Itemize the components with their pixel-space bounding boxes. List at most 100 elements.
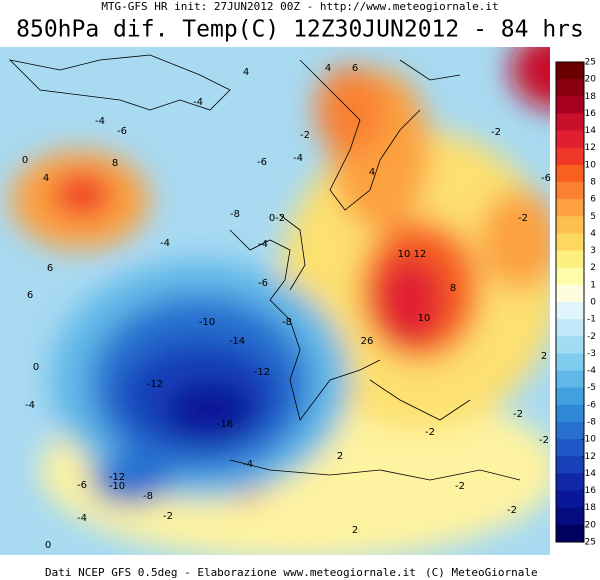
contour-label: -4 (25, 400, 35, 411)
contour-label: 8 (450, 283, 456, 294)
contour-label: -2 (539, 435, 549, 446)
colorbar-segment (556, 216, 584, 234)
colorbar-segment (556, 113, 584, 132)
colorbar-label: 14 (585, 126, 597, 136)
footer-copyright: (C) MeteoGiornale (425, 566, 538, 579)
colorbar-label: 4 (590, 229, 596, 239)
contour-label: -4 (258, 239, 268, 250)
colorbar-segment (556, 147, 584, 166)
colorbar-label: -20 (581, 520, 596, 530)
colorbar-label: -10 (581, 435, 596, 445)
contour-label: -8 (282, 317, 292, 328)
colorbar-label: -25 (581, 538, 596, 548)
colorbar-label: 3 (590, 246, 596, 256)
colorbar-label: 5 (590, 212, 596, 222)
colorbar-segment (556, 404, 584, 423)
contour-label: 10 (398, 249, 411, 260)
colorbar-segment (556, 164, 584, 183)
colorbar-label: -14 (581, 469, 596, 479)
contour-label: 6 (352, 63, 358, 74)
contour-label: -4 (95, 116, 105, 127)
colorbar-segment (556, 284, 584, 303)
contour-label: 2 (337, 451, 343, 462)
colorbar-label: 12 (585, 143, 596, 153)
colorbar-label: -6 (587, 400, 596, 410)
colorbar-segment (556, 267, 584, 286)
contour-label: -16 (217, 419, 233, 430)
contour-label: -6 (258, 278, 268, 289)
colorbar-segment (556, 199, 584, 217)
contour-label: 0 (22, 155, 28, 166)
colorbar-label: 6 (590, 195, 596, 205)
colorbar-label: 2 (590, 263, 596, 273)
contour-label: 0 (45, 540, 51, 551)
contour-label: -2 (300, 130, 310, 141)
contour-label: -6 (117, 126, 127, 137)
contour-label: -4 (193, 97, 203, 108)
contour-label: 4 (325, 63, 331, 74)
colorbar-segment (556, 62, 584, 80)
colorbar-label: 8 (590, 178, 596, 188)
contour-label: -2 (491, 127, 501, 138)
contour-label: -10 (109, 481, 125, 492)
contour-label: 4 (243, 67, 249, 78)
colorbar-label: -1 (587, 315, 596, 325)
map (0, 47, 550, 555)
contour-label: -4 (243, 459, 253, 470)
colorbar-label: 1 (590, 280, 596, 290)
colorbar-label: -5 (587, 383, 596, 393)
colorbar-segment (556, 456, 584, 474)
contour-label: 2 (352, 525, 358, 536)
contour-label: 4 (369, 167, 375, 178)
colorbar-frame (555, 61, 585, 543)
contour-label: -4 (160, 238, 170, 249)
contour-label: 4 (43, 173, 49, 184)
colorbar-segment (556, 233, 584, 252)
colorbar-segment (556, 336, 584, 354)
colorbar-segment (556, 302, 584, 320)
contour-label: -2 (518, 213, 528, 224)
colorbar-segment (556, 319, 584, 337)
contour-label: -4 (77, 513, 87, 524)
contour-label: 2 (541, 351, 547, 362)
colorbar-segment (556, 370, 584, 389)
contour-label: -4 (293, 153, 303, 164)
colorbar-label: 20 (585, 75, 597, 85)
colorbar-label: -2 (587, 332, 596, 342)
header-subtitle: MTG-GFS HR init: 27JUN2012 00Z - http://… (101, 0, 498, 13)
contour-label: -12 (254, 367, 270, 378)
colorbar-segment (556, 250, 584, 269)
colorbar-label: -8 (587, 418, 596, 428)
colorbar-segment (556, 507, 584, 526)
colorbar-segment (556, 79, 584, 97)
colorbar: 2520181614121086543210-1-2-3-4-5-6-8-10-… (555, 58, 597, 548)
colorbar-segment (556, 96, 584, 114)
contour-label: -8 (143, 491, 153, 502)
colorbar-label: -12 (581, 452, 596, 462)
colorbar-segment (556, 422, 584, 440)
contour-label: -8 (230, 209, 240, 220)
colorbar-label: 10 (585, 160, 597, 170)
contour-label: 12 (414, 249, 427, 260)
contour-label: 10 (418, 313, 431, 324)
contour-label: 0 (33, 362, 39, 373)
contour-label: 8 (112, 158, 118, 169)
contour-label: 0-2 (269, 213, 285, 224)
colorbar-label: -3 (587, 349, 596, 359)
contour-label: 6 (27, 290, 33, 301)
footer-source: Dati NCEP GFS 0.5deg - Elaborazione www.… (45, 566, 416, 579)
contour-label: -2 (163, 511, 173, 522)
colorbar-segment (556, 524, 584, 543)
contour-label: -2 (455, 481, 465, 492)
contour-label: -2 (507, 505, 517, 516)
colorbar-segment (556, 182, 584, 200)
colorbar-segment (556, 439, 584, 457)
colorbar-segment (556, 490, 584, 509)
contour-label: -2 (425, 427, 435, 438)
colorbar-label: 18 (585, 92, 597, 102)
contour-label: -2 (513, 409, 523, 420)
colorbar-segment (556, 387, 584, 406)
colorbar-segment (556, 473, 584, 492)
